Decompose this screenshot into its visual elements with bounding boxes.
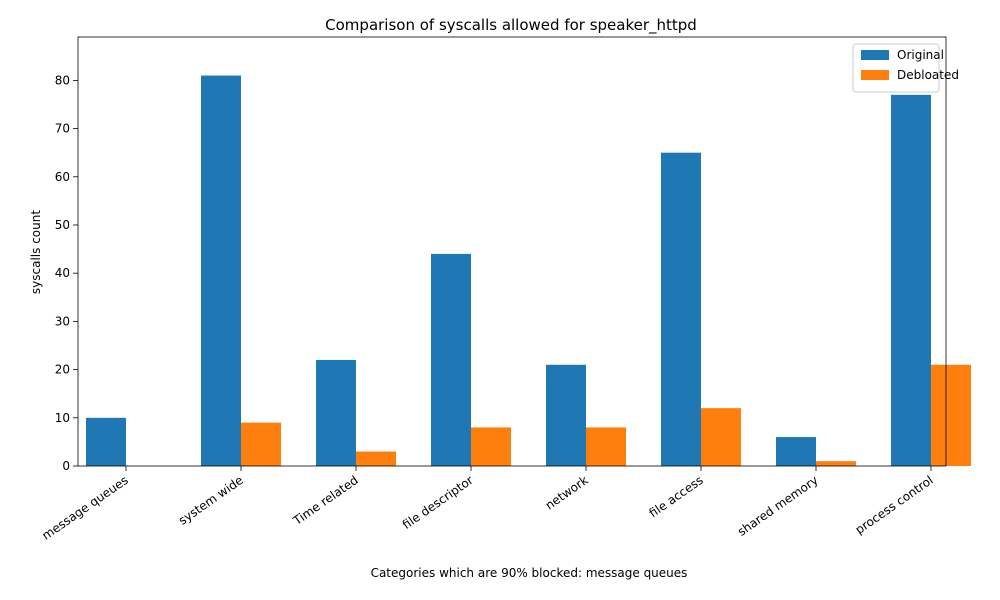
- bar-debloated-shared-memory: [816, 461, 856, 466]
- y-tick-label: 20: [55, 363, 70, 377]
- x-tick-label: file access: [646, 473, 705, 520]
- legend-swatch-debloated: [861, 70, 889, 80]
- x-axis: message queues system wide Time related fil…: [39, 466, 936, 543]
- bar-debloated-file-access: [701, 408, 741, 466]
- x-tick-label: Time related: [290, 473, 361, 528]
- x-tick-label: system wide: [176, 473, 246, 528]
- bar-debloated-network: [586, 427, 626, 466]
- bars: [86, 75, 971, 466]
- legend: Original Debloated: [852, 43, 959, 93]
- bar-original-shared-memory: [776, 437, 816, 466]
- y-tick-label: 30: [55, 314, 70, 328]
- y-tick-label: 40: [55, 266, 70, 280]
- bar-original-file-access: [661, 152, 701, 466]
- bar-original-message-queues: [86, 417, 126, 466]
- y-tick-label: 10: [55, 411, 70, 425]
- bar-debloated-file-descriptor: [471, 427, 511, 466]
- y-tick-label: 0: [62, 459, 70, 473]
- bar-original-system-wide: [201, 75, 241, 466]
- y-axis-label: syscalls count: [29, 210, 43, 294]
- legend-label-debloated: Debloated: [897, 68, 959, 82]
- chart-title: Comparison of syscalls allowed for speak…: [325, 16, 697, 35]
- x-tick-label: shared memory: [735, 473, 821, 539]
- y-tick-label: 70: [55, 122, 70, 136]
- bar-original-file-descriptor: [431, 253, 471, 466]
- plot-frame: [77, 36, 947, 467]
- legend-label-original: Original: [897, 48, 944, 62]
- x-tick-label: file descriptor: [400, 473, 476, 532]
- bar-original-network: [546, 364, 586, 466]
- y-axis: 0 10 20 30 40 50 60 70 80: [55, 73, 78, 473]
- x-tick-label: message queues: [39, 473, 130, 543]
- bar-original-process-control: [891, 94, 931, 466]
- bar-debloated-time-related: [356, 451, 396, 466]
- bar-debloated-process-control: [931, 364, 971, 466]
- legend-swatch-original: [861, 50, 889, 60]
- y-tick-label: 60: [55, 170, 70, 184]
- y-tick-label: 50: [55, 218, 70, 232]
- x-tick-label: process control: [853, 473, 936, 537]
- x-tick-label: network: [543, 473, 591, 512]
- x-axis-label: Categories which are 90% blocked: messag…: [371, 566, 688, 580]
- bar-original-time-related: [316, 359, 356, 466]
- bar-debloated-system-wide: [241, 422, 281, 466]
- y-tick-label: 80: [55, 73, 70, 87]
